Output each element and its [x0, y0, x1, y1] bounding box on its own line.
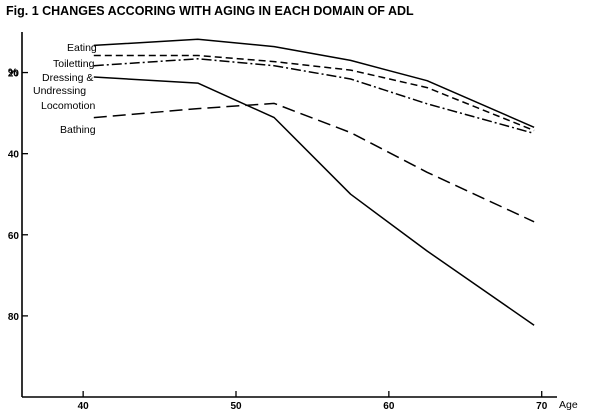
plot-axes: [21, 32, 557, 398]
chart-title: Fig. 1 CHANGES ACCORING WITH AGING IN EA…: [6, 4, 414, 18]
x-tick-label: 60: [383, 401, 395, 412]
series-labels: Eating Toiletting Dressing & Undressing …: [33, 42, 97, 136]
series-line-4: [93, 102, 535, 223]
y-tick-label: 60: [8, 231, 20, 242]
series-label-dressing: Dressing & Undressing: [33, 72, 96, 97]
series-line-2: [93, 58, 535, 135]
x-ticks: 40 50 60 70: [78, 391, 548, 412]
y-axis-label: %: [8, 67, 18, 79]
series-label-locomotion: Locomotion: [41, 100, 95, 112]
series-label-toiletting: Toiletting: [53, 58, 95, 70]
x-tick-label: 40: [78, 401, 90, 412]
series-label-dressing-line2: Undressing: [33, 85, 86, 97]
series-label-bathing: Bathing: [60, 124, 96, 136]
x-axis-label: Age: [559, 399, 578, 411]
series-line-0: [93, 38, 535, 128]
x-tick-label: 70: [536, 401, 548, 412]
y-tick-label: 80: [8, 312, 20, 323]
series-lines: [93, 38, 535, 326]
series-line-1: [93, 54, 535, 132]
series-label-dressing-line1: Dressing &: [42, 72, 93, 84]
series-label-eating: Eating: [67, 42, 97, 54]
y-tick-label: 20: [8, 69, 20, 80]
x-tick-label: 50: [230, 401, 242, 412]
series-line-3: [93, 76, 535, 326]
y-tick-label: 40: [8, 150, 20, 161]
y-ticks: 20 40 60 80: [8, 69, 28, 323]
